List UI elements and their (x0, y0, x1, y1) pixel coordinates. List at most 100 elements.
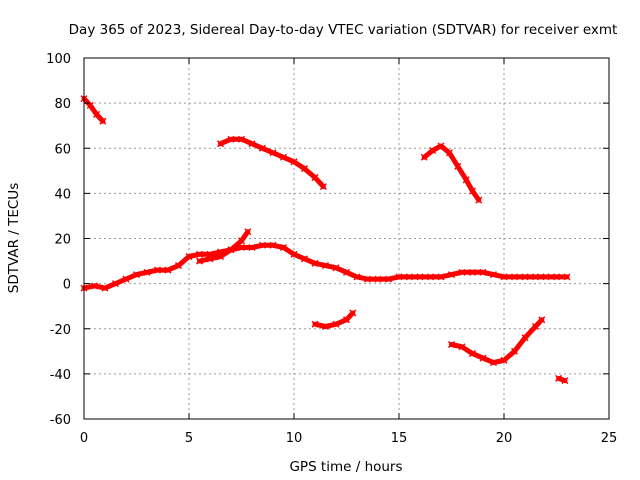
data-point (300, 165, 309, 173)
y-tick-label: -60 (50, 413, 71, 428)
data-point (349, 309, 357, 317)
data-point (468, 350, 477, 358)
data-point (269, 149, 277, 157)
data-point (426, 273, 435, 281)
data-point (279, 153, 288, 161)
data-point (248, 140, 256, 148)
data-point (552, 273, 561, 281)
data-point (447, 341, 456, 349)
data-point (311, 174, 319, 182)
data-point (531, 322, 540, 331)
data-point (164, 266, 172, 274)
y-tick-label: 80 (54, 97, 71, 112)
data-point (429, 146, 437, 155)
data-point (132, 271, 141, 279)
data-point (416, 273, 424, 281)
x-tick-label: 0 (80, 431, 88, 446)
data-point (248, 243, 256, 252)
data-point (555, 374, 563, 382)
data-point (563, 273, 571, 281)
series-line (81, 242, 570, 291)
data-point (447, 271, 456, 279)
data-point (521, 334, 529, 342)
data-point (479, 268, 487, 276)
data-point (290, 250, 298, 258)
data-point (445, 149, 453, 157)
grid (84, 58, 609, 419)
data-point (531, 273, 540, 281)
data-point (227, 246, 235, 254)
data-point (300, 255, 309, 263)
data-point (353, 273, 361, 281)
series-line (81, 96, 106, 124)
data-point (561, 377, 569, 385)
y-tick-label: 60 (54, 142, 71, 157)
data-point (458, 268, 466, 276)
data-series (80, 95, 571, 385)
data-point (195, 250, 204, 258)
data-point (332, 264, 340, 272)
y-tick-label: 20 (54, 233, 71, 248)
y-tick-label: -40 (50, 368, 71, 383)
data-point (468, 187, 477, 195)
x-tick-label: 25 (601, 431, 618, 446)
data-point (237, 135, 246, 143)
data-point (90, 282, 99, 290)
data-point (279, 243, 288, 252)
data-point (405, 273, 414, 281)
data-point (258, 144, 267, 152)
data-point (216, 253, 225, 261)
y-axis-label: SDTVAR / TECUs (6, 183, 22, 293)
data-point (521, 273, 529, 281)
data-point (227, 135, 235, 143)
data-point (321, 262, 330, 270)
data-point (538, 316, 546, 324)
data-point (185, 253, 193, 261)
data-point (510, 347, 519, 355)
data-point (258, 241, 267, 249)
data-point (510, 273, 519, 281)
data-point (420, 153, 428, 161)
data-point (500, 356, 508, 364)
x-axis-label: GPS time / hours (289, 459, 402, 475)
x-tick-label: 10 (286, 431, 303, 446)
data-point (342, 316, 351, 324)
data-point (195, 257, 204, 265)
data-point (143, 268, 151, 276)
data-point (437, 142, 445, 150)
data-point (489, 359, 498, 367)
series-line (218, 136, 326, 190)
x-tick-label: 20 (496, 431, 513, 446)
data-point (216, 140, 225, 148)
data-point (269, 241, 277, 249)
data-point (153, 266, 162, 274)
data-point (542, 273, 550, 281)
y-tick-label: -20 (50, 323, 71, 338)
data-point (311, 320, 319, 328)
data-point (489, 271, 498, 279)
data-point (122, 275, 130, 283)
data-point (111, 280, 120, 288)
data-point (311, 259, 319, 267)
data-point (468, 268, 477, 276)
data-point (174, 262, 183, 270)
data-point (93, 110, 101, 118)
data-point (99, 117, 107, 125)
data-point (479, 354, 487, 362)
data-point (395, 273, 403, 281)
x-tick-label: 5 (185, 431, 193, 446)
data-point (462, 176, 470, 184)
y-tick-label: 0 (63, 278, 71, 293)
data-point (342, 268, 351, 276)
y-tick-label: 40 (54, 187, 71, 202)
data-point (237, 237, 246, 245)
data-point (500, 273, 508, 281)
data-point (374, 275, 382, 283)
data-point (332, 320, 340, 328)
data-point (437, 273, 445, 281)
axis-ticks: 0 5 10 15 20 25 -60 -40 -20 0 20 40 60 80 100 (46, 52, 617, 446)
series-line (449, 317, 545, 366)
data-point (206, 255, 214, 263)
y-tick-label: 100 (46, 52, 71, 67)
